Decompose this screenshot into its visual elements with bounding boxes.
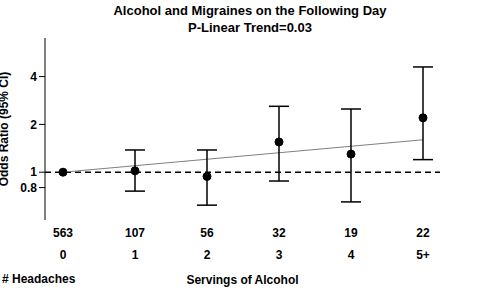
svg-text:107: 107 (125, 226, 145, 240)
svg-text:5+: 5+ (416, 248, 430, 262)
svg-text:2: 2 (30, 118, 37, 132)
svg-text:19: 19 (344, 226, 358, 240)
svg-text:Odds Ratio (95% CI): Odds Ratio (95% CI) (8, 72, 11, 187)
svg-text:22: 22 (416, 226, 430, 240)
html-text:Alcohol and Migraines on the F: Alcohol and Migraines on the Following D… (113, 3, 387, 18)
svg-text:4: 4 (30, 70, 37, 84)
svg-text:32: 32 (272, 226, 286, 240)
svg-text:563: 563 (53, 226, 73, 240)
svg-text:4: 4 (348, 248, 355, 262)
svg-text:56: 56 (200, 226, 214, 240)
svg-text:0: 0 (60, 248, 67, 262)
svg-text:1: 1 (30, 165, 37, 179)
svg-text:2: 2 (204, 248, 211, 262)
html-text:P-Linear Trend=0.03: P-Linear Trend=0.03 (188, 20, 312, 35)
svg-text:1: 1 (132, 248, 139, 262)
svg-text:3: 3 (276, 248, 283, 262)
html-text:# Headaches: # Headaches (2, 272, 76, 286)
svg-text:0.8: 0.8 (20, 181, 37, 195)
svg-text:Servings of Alcohol: Servings of Alcohol (186, 273, 298, 287)
